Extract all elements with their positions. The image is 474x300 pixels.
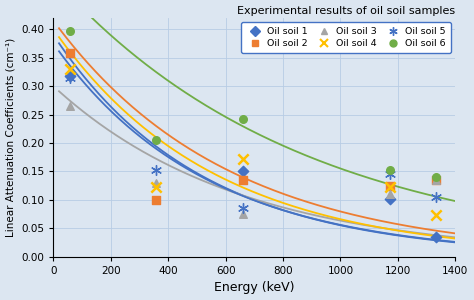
Point xyxy=(66,74,74,79)
Point xyxy=(239,157,247,161)
Point xyxy=(386,172,394,177)
Point xyxy=(239,169,247,174)
Point xyxy=(386,197,394,202)
X-axis label: Energy (keV): Energy (keV) xyxy=(214,281,294,294)
Point xyxy=(66,28,74,33)
Point xyxy=(386,185,394,190)
Point xyxy=(386,167,394,172)
Point xyxy=(152,168,159,173)
Point xyxy=(239,212,247,217)
Point xyxy=(66,67,74,71)
Point xyxy=(239,206,247,211)
Point xyxy=(239,178,247,182)
Point xyxy=(152,197,159,202)
Legend: Oil soil 1, Oil soil 2, Oil soil 3, Oil soil 4, Oil soil 5, Oil soil 6: Oil soil 1, Oil soil 2, Oil soil 3, Oil … xyxy=(241,22,451,53)
Point xyxy=(66,103,74,108)
Point xyxy=(432,178,439,182)
Point xyxy=(432,195,439,200)
Point xyxy=(66,51,74,56)
Point xyxy=(152,184,159,189)
Point xyxy=(432,178,439,182)
Y-axis label: Linear Attenuation Coefficients (cm⁻¹): Linear Attenuation Coefficients (cm⁻¹) xyxy=(6,38,16,237)
Point xyxy=(432,175,439,179)
Text: Experimental results of oil soil samples: Experimental results of oil soil samples xyxy=(237,6,456,16)
Point xyxy=(239,117,247,122)
Point xyxy=(432,235,439,239)
Point xyxy=(432,213,439,218)
Point xyxy=(152,137,159,142)
Point xyxy=(386,183,394,188)
Point xyxy=(386,192,394,197)
Point xyxy=(66,75,74,80)
Point xyxy=(152,180,159,185)
